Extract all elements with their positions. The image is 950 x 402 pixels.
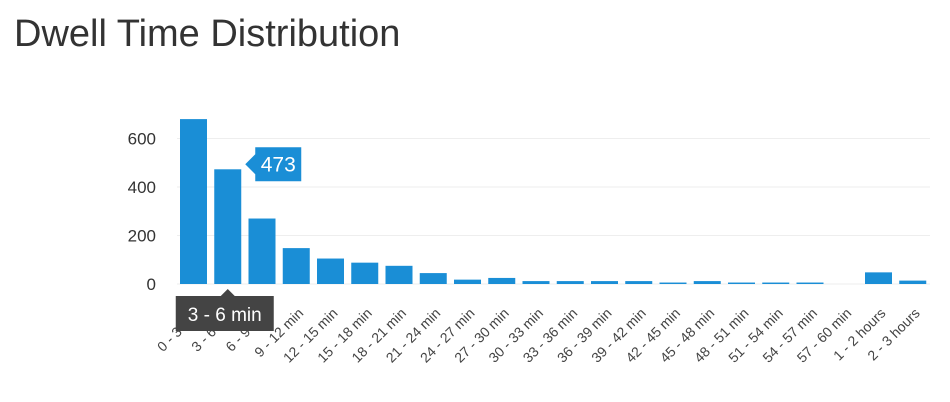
chart-title: Dwell Time Distribution xyxy=(14,13,401,55)
bar[interactable] xyxy=(454,279,481,284)
bar[interactable] xyxy=(385,265,413,284)
bar[interactable] xyxy=(180,119,207,284)
bar[interactable] xyxy=(488,277,516,284)
bar[interactable] xyxy=(693,281,721,284)
value-tooltip-text: 473 xyxy=(261,153,296,176)
bar[interactable] xyxy=(248,218,276,284)
bar[interactable] xyxy=(317,258,344,284)
bar[interactable] xyxy=(556,281,584,284)
bar[interactable] xyxy=(351,262,379,284)
bar[interactable] xyxy=(214,169,242,284)
bar[interactable] xyxy=(625,281,653,284)
value-tooltip xyxy=(245,147,302,182)
bar[interactable] xyxy=(591,281,618,284)
bar[interactable] xyxy=(762,282,790,284)
category-tooltip xyxy=(175,289,274,331)
bar[interactable] xyxy=(282,248,310,284)
y-tick-label: 0 xyxy=(147,275,156,294)
category-tooltip-text: 3 - 6 min xyxy=(188,305,262,326)
y-tick-label: 600 xyxy=(128,130,156,149)
bar[interactable] xyxy=(796,282,824,284)
y-tick-label: 200 xyxy=(128,227,156,246)
tooltips: 473 3 - 6 min xyxy=(175,147,302,331)
bars xyxy=(180,119,927,284)
bar[interactable] xyxy=(728,282,755,284)
y-axis: 0 200 400 600 xyxy=(128,130,156,295)
bar[interactable] xyxy=(419,273,447,284)
bar[interactable] xyxy=(659,282,687,284)
bar[interactable] xyxy=(865,272,892,284)
y-tick-label: 400 xyxy=(128,178,156,197)
bar[interactable] xyxy=(522,281,550,284)
bar[interactable] xyxy=(899,280,927,284)
